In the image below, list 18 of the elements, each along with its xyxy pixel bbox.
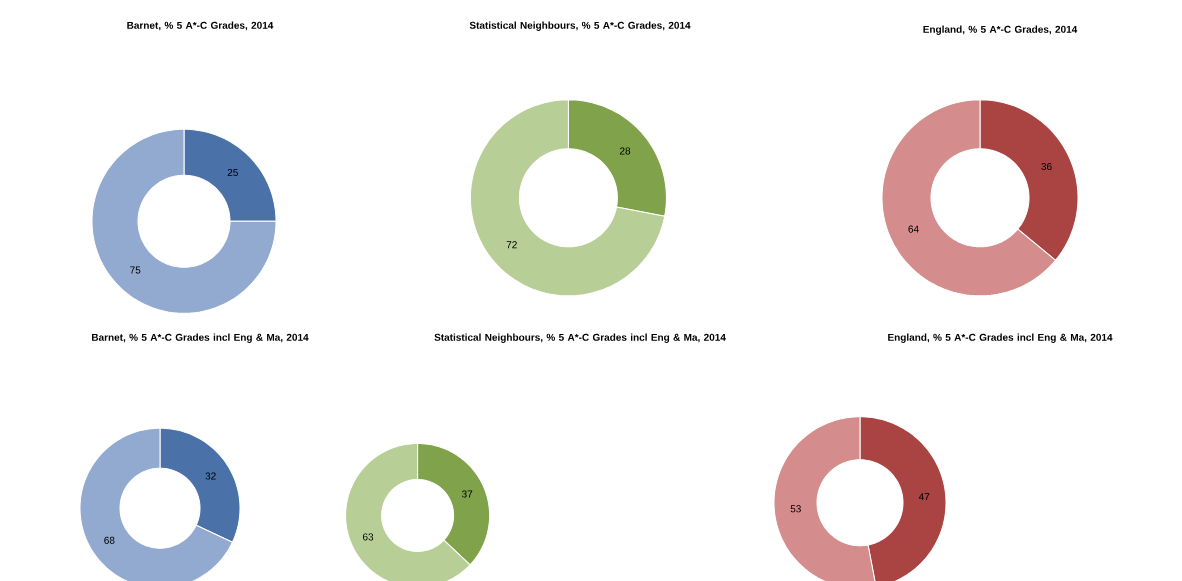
chart-title: Statistical Neighbours, % 5 A*-C Grades, 2014 — [469, 21, 691, 31]
data-label: 32 — [205, 472, 216, 480]
data-label: 63 — [362, 533, 374, 541]
data-label: 36 — [1041, 162, 1052, 171]
data-label: 28 — [619, 147, 631, 155]
data-label: 37 — [461, 490, 473, 498]
data-label: 75 — [130, 266, 141, 274]
data-label: 25 — [227, 168, 238, 177]
data-label: 72 — [506, 241, 517, 249]
data-label: 64 — [908, 225, 919, 233]
chart-title: England, % 5 A*-C Grades, 2014 — [923, 25, 1078, 35]
data-label: 68 — [104, 536, 115, 544]
text: England, % 5 A*-C Grades incl Eng & Ma, 2014 — [888, 333, 1113, 343]
chart-title: Barnet, % 5 A*-C Grades incl Eng & Ma, 2014 — [92, 333, 309, 343]
chart-title: Barnet, % 5 A*-C Grades, 2014 — [127, 21, 274, 31]
data-label: 47 — [918, 493, 930, 501]
text: Statistical Neighbours, % 5 A*-C Grades incl Eng & Ma, 2014 — [434, 333, 726, 343]
data-label: 53 — [790, 505, 801, 513]
